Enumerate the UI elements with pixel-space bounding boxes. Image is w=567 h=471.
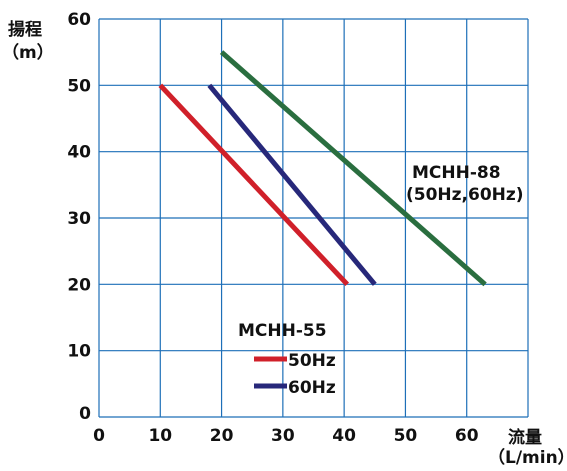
x-tick-label: 10 — [148, 426, 172, 446]
legend: 50Hz 60Hz — [254, 351, 336, 398]
x-tick-label: 40 — [332, 426, 356, 446]
y-tick-label: 50 — [67, 76, 91, 96]
x-axis-unit: （L/min） — [488, 447, 567, 468]
x-tick-label: 50 — [394, 426, 418, 446]
series-lines — [158, 50, 487, 287]
y-tick-label: 40 — [67, 143, 91, 163]
series-line-0 — [158, 83, 350, 287]
y-tick-label: 60 — [67, 10, 91, 30]
y-tick-label: 30 — [67, 209, 91, 229]
y-tick-label: 20 — [67, 275, 91, 295]
y-axis-title: 揚程 — [8, 20, 42, 40]
y-tick-label: 10 — [67, 342, 91, 362]
mchh88-subtitle: (50Hz,60Hz) — [406, 185, 524, 205]
y-tick-label: 0 — [79, 404, 91, 424]
series-line-2 — [219, 50, 487, 287]
y-axis-unit: （m） — [2, 42, 54, 63]
legend-label-50hz: 50Hz — [288, 351, 336, 371]
x-tick-label: 60 — [455, 426, 479, 446]
series-line-1 — [207, 83, 377, 286]
x-tick-label: 30 — [271, 426, 295, 446]
mchh88-label: MCHH-88 — [412, 163, 501, 183]
tick-labels: 0 10 20 30 40 50 60 0 10 20 30 40 50 60 — [67, 10, 478, 446]
x-tick-label: 0 — [93, 426, 105, 446]
grid — [98, 18, 529, 418]
x-tick-label: 20 — [210, 426, 234, 446]
mchh55-label: MCHH-55 — [238, 321, 327, 341]
x-axis-title: 流量 — [508, 427, 542, 448]
legend-label-60hz: 60Hz — [288, 378, 336, 398]
